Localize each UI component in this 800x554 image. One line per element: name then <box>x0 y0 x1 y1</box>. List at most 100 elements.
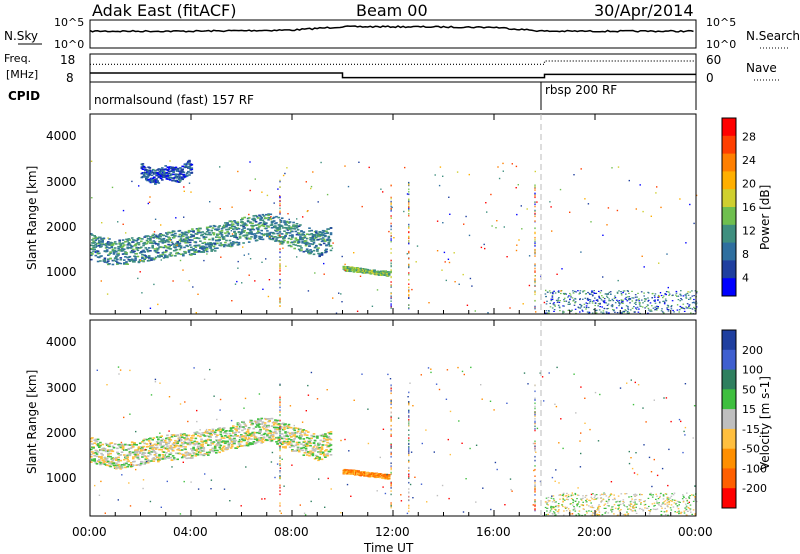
scatter-cell <box>590 514 593 516</box>
scatter-cell <box>284 226 287 229</box>
scatter-cell <box>602 234 604 236</box>
scatter-cell <box>625 493 628 495</box>
scatter-cell <box>329 245 333 247</box>
scatter-cell <box>628 312 630 314</box>
scatter-cell <box>582 497 584 499</box>
scatter-cell <box>160 448 163 451</box>
scatter-cell <box>329 431 333 433</box>
scatter-cell <box>146 459 150 461</box>
scatter-cell <box>178 437 182 439</box>
scatter-cell <box>151 247 154 249</box>
scatter-cell <box>155 441 159 443</box>
scatter-cell <box>268 420 271 422</box>
scatter-cell <box>622 310 625 313</box>
scatter-cell <box>94 254 98 257</box>
scatter-cell <box>260 442 263 444</box>
scatter-cell <box>684 294 686 296</box>
scatter-cell <box>299 428 302 430</box>
scatter-cell <box>534 291 536 293</box>
scatter-cell <box>218 239 221 241</box>
scatter-cell <box>282 247 284 249</box>
scatter-cell <box>585 302 588 304</box>
scatter-cell <box>636 503 638 505</box>
scatter-cell <box>182 235 185 238</box>
scatter-cell <box>224 222 227 224</box>
scatter-cell <box>100 452 103 455</box>
scatter-cell <box>307 444 310 447</box>
scatter-cell <box>191 248 194 251</box>
scatter-cell <box>562 500 564 502</box>
scatter-cell <box>280 512 282 514</box>
scatter-cell <box>216 242 219 245</box>
scatter-cell <box>561 268 563 270</box>
scatter-cell <box>322 238 326 241</box>
scatter-cell <box>408 283 410 285</box>
scatter-cell <box>248 274 250 276</box>
scatter-cell <box>145 178 148 181</box>
scatter-cell <box>679 501 681 503</box>
scatter-cell <box>194 437 198 440</box>
scatter-cell <box>128 444 132 446</box>
scatter-cell <box>592 507 595 509</box>
scatter-cell <box>262 288 264 290</box>
scatter-cell <box>167 456 170 459</box>
scatter-cell <box>586 303 589 305</box>
scatter-cell <box>608 291 611 293</box>
scatter-cell <box>574 493 577 496</box>
scatter-cell <box>232 234 235 237</box>
scatter-cell <box>596 497 599 499</box>
scatter-cell <box>254 236 258 238</box>
scatter-cell <box>193 253 196 255</box>
scatter-cell <box>185 435 188 438</box>
scatter-cell <box>127 464 131 466</box>
scatter-cell <box>382 191 384 193</box>
scatter-cell <box>651 297 653 299</box>
scatter-cell <box>157 438 160 441</box>
scatter-cell <box>135 451 138 454</box>
scatter-cell <box>610 493 612 495</box>
scatter-cell <box>562 493 565 496</box>
scatter-cell <box>562 505 564 508</box>
scatter-cell <box>554 501 556 503</box>
scatter-cell <box>238 233 242 236</box>
scatter-cell <box>238 424 242 426</box>
scatter-cell <box>605 495 608 497</box>
scatter-cell <box>667 497 670 499</box>
scatter-cell <box>568 295 570 297</box>
scatter-cell <box>292 221 295 224</box>
scatter-cell <box>282 241 285 244</box>
scatter-cell <box>179 444 183 447</box>
scatter-cell <box>147 178 150 181</box>
scatter-cell <box>332 297 334 299</box>
scatter-cell <box>300 435 303 437</box>
scatter-cell <box>163 439 167 442</box>
scatter-cell <box>580 499 583 501</box>
scatter-cell <box>688 497 691 499</box>
scatter-cell <box>627 311 629 313</box>
scatter-cell <box>662 297 664 299</box>
scatter-cell <box>355 471 358 473</box>
scatter-cell <box>233 442 236 445</box>
scatter-cell <box>176 167 180 170</box>
scatter-cell <box>157 174 161 176</box>
scatter-cell <box>262 425 266 427</box>
scatter-cell <box>118 467 121 469</box>
scatter-cell <box>551 501 554 503</box>
scatter-cell <box>279 199 281 202</box>
scatter-cell <box>271 451 274 454</box>
scatter-cell <box>222 245 226 248</box>
scatter-cell <box>551 476 554 479</box>
scatter-cell <box>305 181 307 183</box>
scatter-cell <box>661 503 663 505</box>
scatter-cell <box>215 435 218 438</box>
scatter-cell <box>192 286 194 288</box>
scatter-cell <box>618 303 621 305</box>
scatter-cell <box>284 445 287 448</box>
scatter-cell <box>649 510 652 512</box>
scatter-cell <box>109 465 112 468</box>
scatter-cell <box>279 195 281 197</box>
scatter-cell <box>683 308 686 310</box>
scatter-cell <box>210 479 213 481</box>
scatter-cell <box>687 307 689 309</box>
scatter-cell <box>199 240 202 242</box>
